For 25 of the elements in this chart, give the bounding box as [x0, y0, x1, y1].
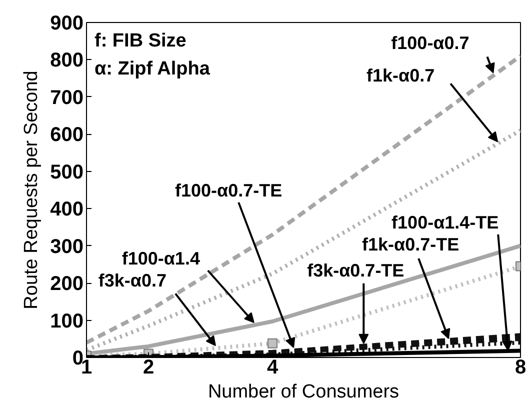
annotation: f100-α1.4 [122, 248, 200, 269]
x-tick-label: 2 [142, 356, 154, 378]
y-tick-label: 100 [50, 310, 84, 332]
y-tick-label: 600 [50, 124, 84, 146]
y-tick-label: 500 [50, 161, 84, 184]
y-tick-label: 200 [50, 273, 84, 296]
annotation: f100-α0.7-TE [175, 180, 282, 200]
y-tick-label: 800 [50, 50, 84, 72]
y-tick-label: 300 [50, 236, 84, 258]
annotation: f3k-α0.7 [98, 270, 167, 291]
y-tick-label: 900 [50, 12, 84, 34]
x-tick-label: 4 [266, 356, 279, 378]
y-tick-label: 400 [50, 198, 84, 221]
annotation: f3k-α0.7-TE [307, 260, 404, 280]
annotation: α: Zipf Alpha [94, 58, 210, 80]
y-tick-label: 700 [50, 86, 84, 109]
y-tick-label: 0 [72, 348, 84, 370]
annotation: f100-α0.7 [391, 32, 470, 53]
x-axis-title: Number of Consumers [208, 382, 400, 402]
annotation: f: FIB Size [94, 30, 186, 52]
y-axis-title: Route Requests per Second [21, 70, 42, 310]
annotation: f100-α1.4-TE [392, 212, 499, 232]
annotation: f1k-α0.7 [366, 66, 435, 86]
annotation: f1k-α0.7-TE [362, 234, 460, 255]
x-tick-label: 8 [514, 356, 526, 378]
